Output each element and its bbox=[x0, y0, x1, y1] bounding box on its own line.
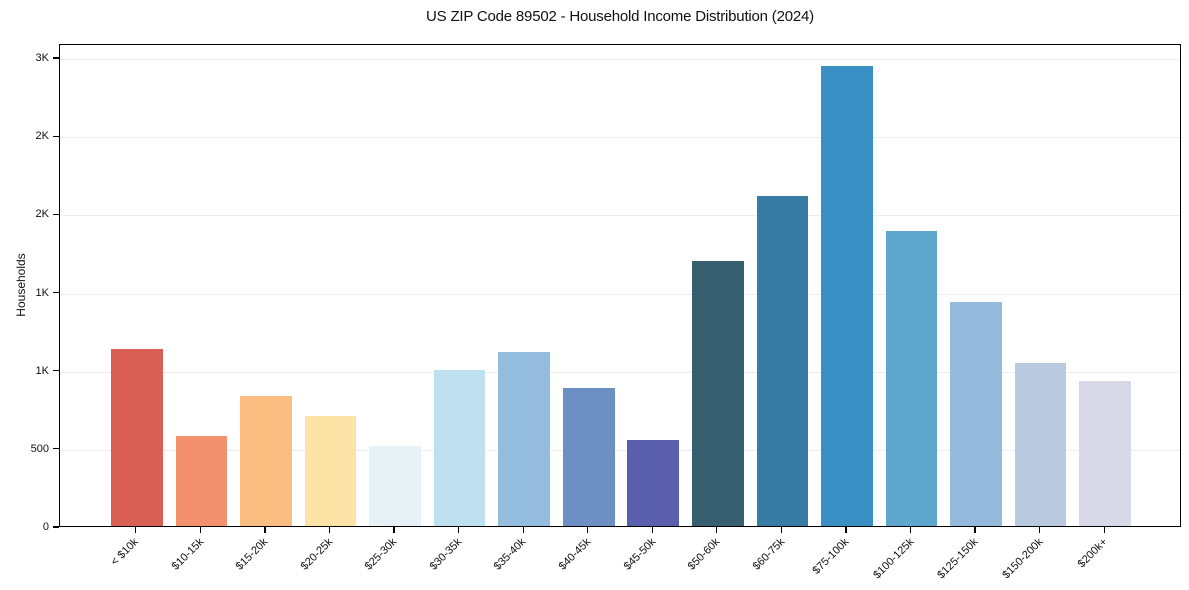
y-tick-label: 2K bbox=[35, 130, 49, 143]
gridline bbox=[60, 449, 1180, 451]
x-tick-mark bbox=[716, 527, 718, 533]
bar bbox=[304, 415, 357, 526]
y-tick-mark bbox=[53, 448, 59, 450]
x-tick-mark bbox=[780, 527, 782, 533]
y-tick-mark bbox=[53, 57, 59, 59]
x-tick-mark bbox=[845, 527, 847, 533]
bar bbox=[433, 369, 486, 526]
gridline bbox=[60, 215, 1180, 217]
bar bbox=[111, 349, 163, 526]
x-tick-mark bbox=[458, 527, 460, 533]
y-tick-label: 0 bbox=[42, 521, 49, 533]
bar bbox=[950, 301, 1002, 526]
bar bbox=[175, 436, 228, 526]
gridline bbox=[60, 59, 1180, 61]
chart-title: US ZIP Code 89502 - Household Income Dis… bbox=[426, 8, 814, 25]
x-tick-mark bbox=[1039, 527, 1041, 533]
bar bbox=[627, 440, 680, 526]
bar bbox=[1079, 381, 1131, 526]
bar bbox=[498, 351, 550, 526]
x-tick-mark bbox=[199, 527, 201, 533]
bar bbox=[885, 231, 938, 526]
x-tick-mark bbox=[587, 527, 589, 533]
bar bbox=[756, 196, 809, 526]
y-tick-label: 1K bbox=[35, 364, 49, 377]
bar bbox=[692, 261, 744, 526]
x-tick-mark bbox=[974, 527, 976, 533]
x-tick-mark bbox=[393, 527, 395, 533]
bar bbox=[1014, 363, 1067, 526]
y-tick-mark bbox=[53, 213, 59, 215]
y-axis-label: Households bbox=[14, 253, 28, 317]
plot-area bbox=[59, 44, 1181, 527]
x-tick-mark bbox=[264, 527, 266, 533]
bar bbox=[562, 388, 615, 526]
y-tick-label: 2K bbox=[35, 208, 49, 221]
gridline bbox=[60, 293, 1180, 295]
x-tick-mark bbox=[328, 527, 331, 533]
bar bbox=[240, 396, 292, 526]
gridline bbox=[60, 137, 1180, 139]
y-tick-label: 1K bbox=[35, 286, 49, 299]
bar bbox=[821, 66, 873, 526]
y-tick-mark bbox=[53, 291, 59, 294]
bar bbox=[369, 445, 421, 526]
y-tick-mark bbox=[53, 135, 59, 137]
x-tick-mark bbox=[522, 527, 524, 533]
y-tick-label: 500 bbox=[30, 442, 49, 455]
y-tick-mark bbox=[53, 526, 59, 528]
x-tick-mark bbox=[909, 527, 912, 533]
gridline bbox=[60, 371, 1180, 373]
y-tick-label: 3K bbox=[35, 52, 49, 65]
x-tick-mark bbox=[651, 527, 653, 533]
x-tick-mark bbox=[1103, 527, 1105, 533]
x-tick-mark bbox=[135, 527, 137, 533]
y-tick-mark bbox=[53, 370, 59, 372]
